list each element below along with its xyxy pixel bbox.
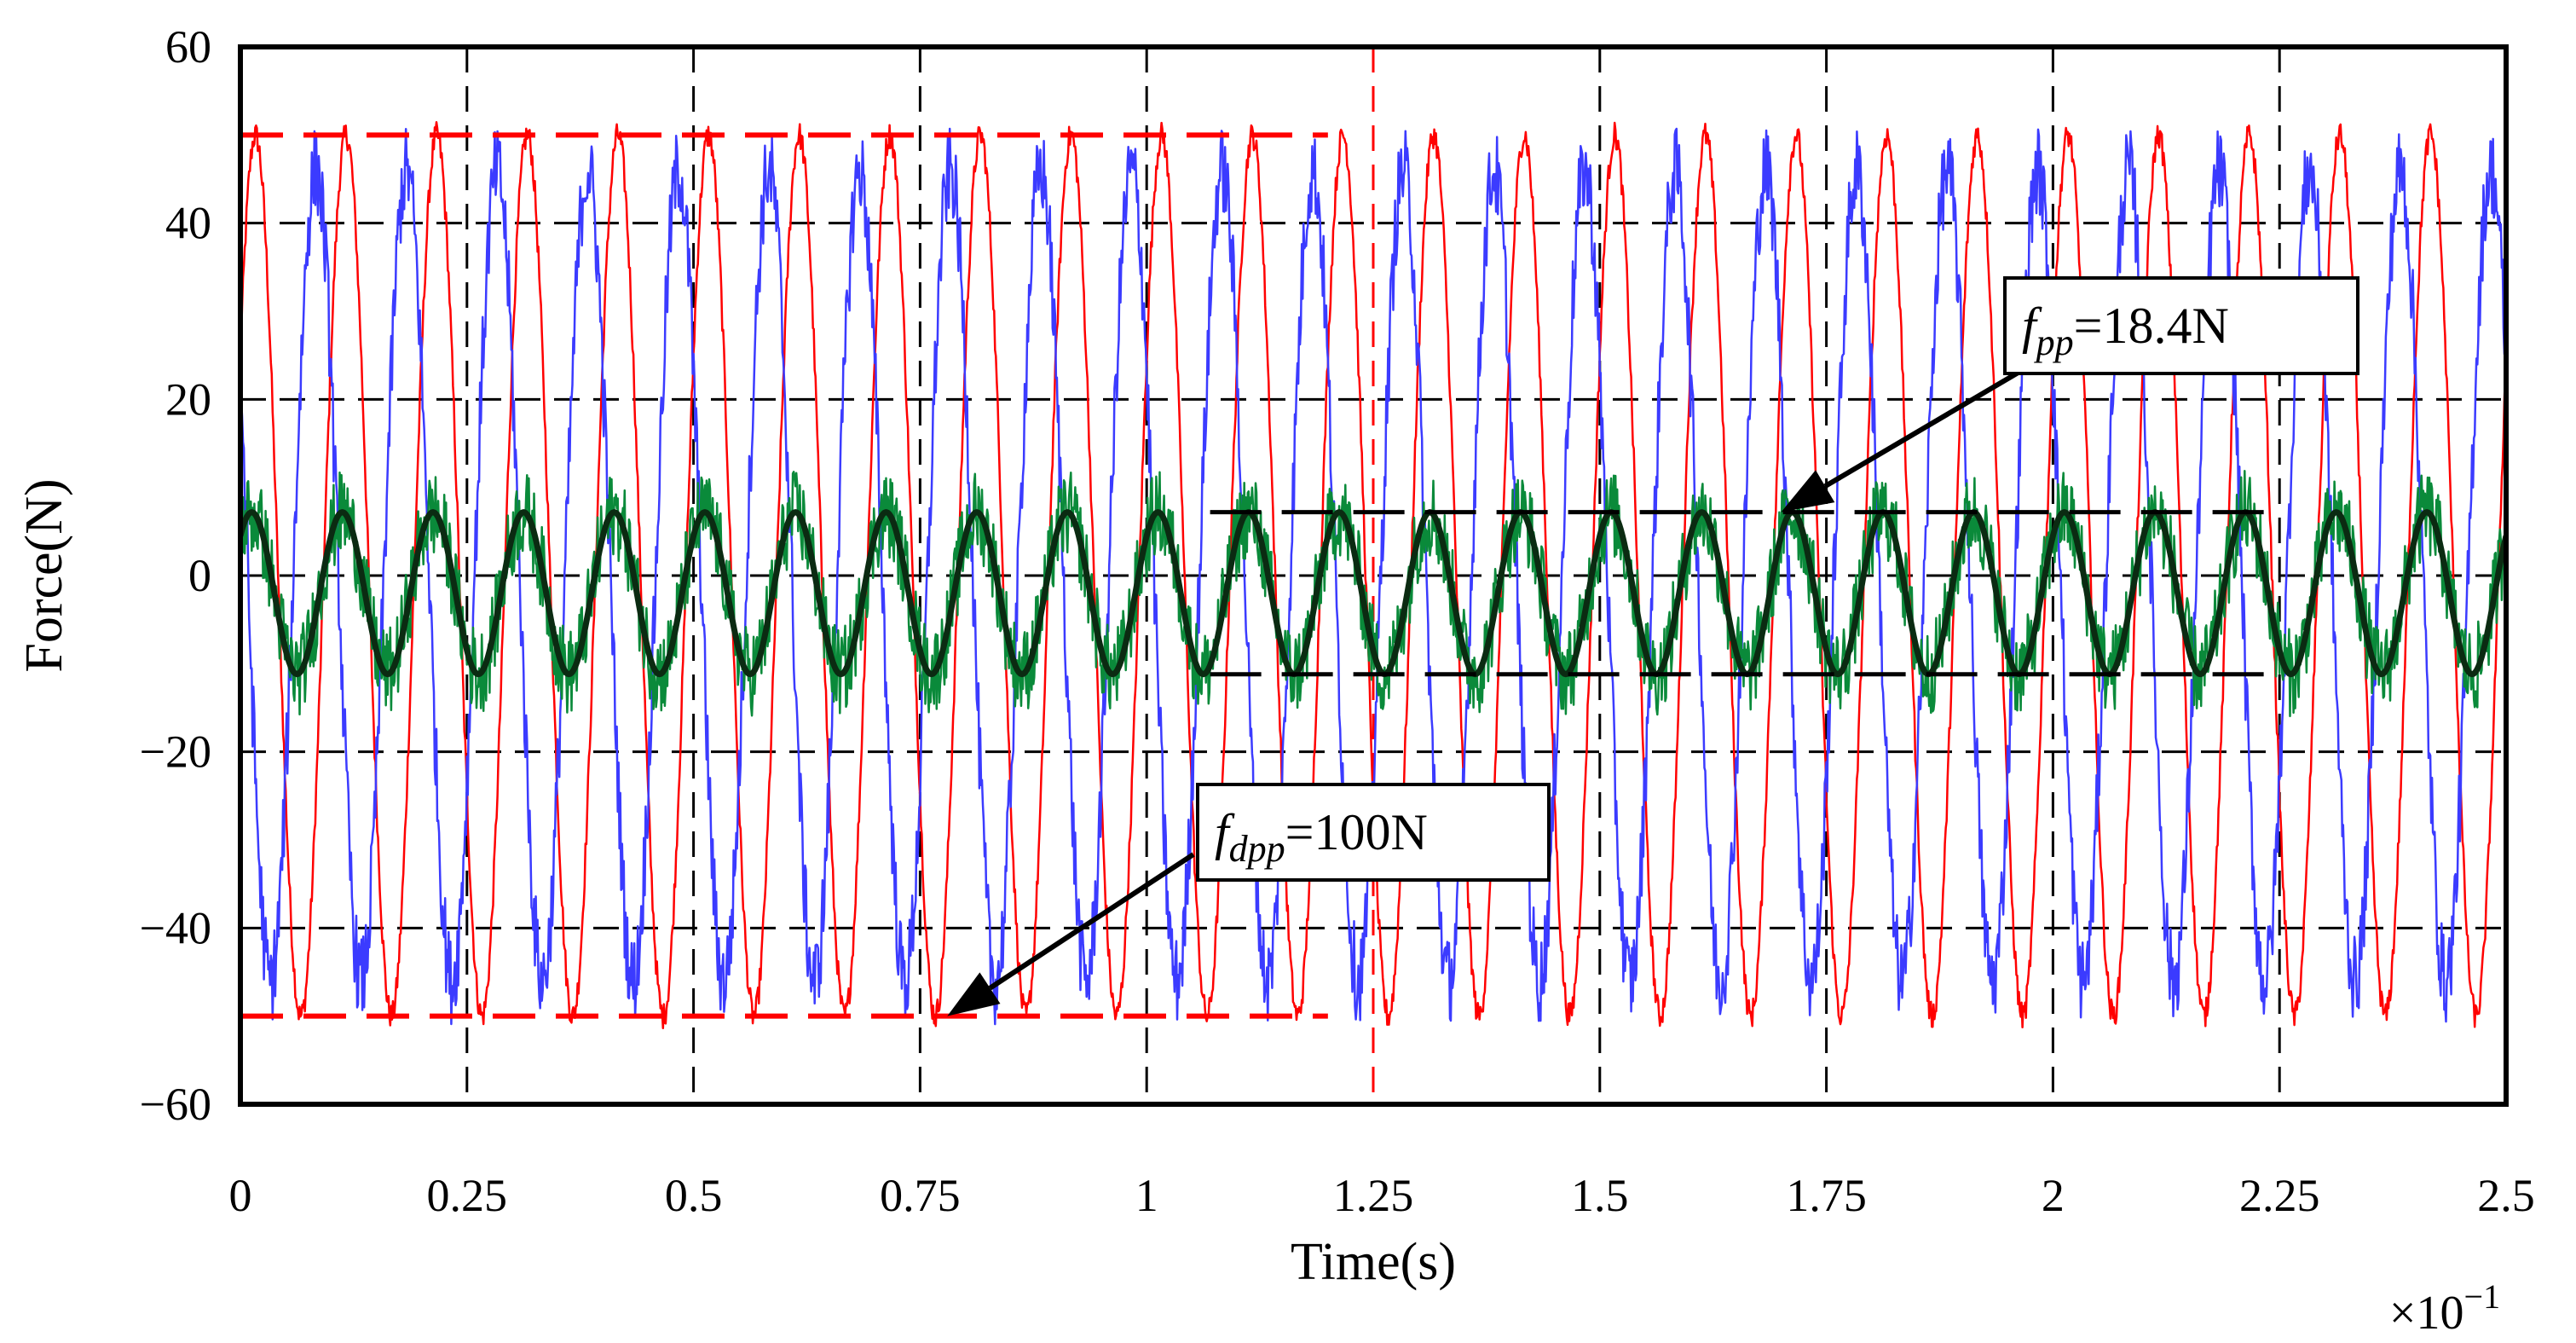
x-tick-label: 1.25 [1333,1170,1414,1221]
annotation-value: =18.4N [2074,298,2229,354]
annotation-box [2003,276,2359,375]
annotation-arrow-head [947,972,1001,1016]
x-tick-label: 0.25 [427,1170,508,1221]
annotation-value: =100N [1285,804,1428,860]
x-tick-label: 2.5 [2477,1170,2535,1221]
y-tick-label: 40 [165,198,211,249]
annotation-label: fdpp=100N [1215,804,1428,870]
x-axis-multiplier-exponent: −1 [2464,1277,2501,1316]
series-line-force-c-fit [240,509,2506,678]
x-tick-labels: 0 0.25 0.5 0.75 1 1.25 1.5 1.75 2 2.25 2.5 [229,1170,2535,1221]
y-tick-labels: 60 40 20 0 −20 −40 −60 [140,21,211,1130]
annotation-box [1196,783,1551,882]
annotation-fpp: fpp=18.4N [1781,276,2359,512]
x-tick-label: 2 [2042,1170,2065,1221]
x-axis-title: Time(s) [1291,1233,1456,1291]
y-tick-label: −40 [140,902,211,953]
annotation-subscript: pp [2034,321,2074,363]
plot-frame [238,44,2509,1107]
annotation-arrow-head [1781,470,1835,512]
envelope-lines [240,132,2280,1019]
annotation-arrow-shaft [988,852,1195,991]
annotations: fpp=18.4N fdpp=100N [947,276,2359,1016]
y-tick-label: −20 [140,726,211,778]
x-tick-label: 2.25 [2239,1170,2320,1221]
y-tick-label: 20 [165,373,211,425]
y-tick-label: 60 [165,21,211,72]
annotation-subscript: dpp [1229,828,1285,870]
x-tick-label: 1.5 [1571,1170,1629,1221]
y-tick-label: −60 [140,1079,211,1130]
x-tick-label: 1 [1135,1170,1158,1221]
x-tick-label: 0 [229,1170,252,1221]
y-axis-title: Force(N) [15,478,73,672]
x-axis-multiplier: ×10−1 [2389,1277,2500,1340]
x-tick-label: 0.75 [880,1170,961,1221]
annotation-fdpp: fdpp=100N [947,783,1551,1016]
annotation-label: fpp=18.4N [2022,298,2229,363]
x-tick-label: 1.75 [1786,1170,1867,1221]
y-tick-label: 0 [188,550,211,601]
x-tick-label: 0.5 [665,1170,723,1221]
